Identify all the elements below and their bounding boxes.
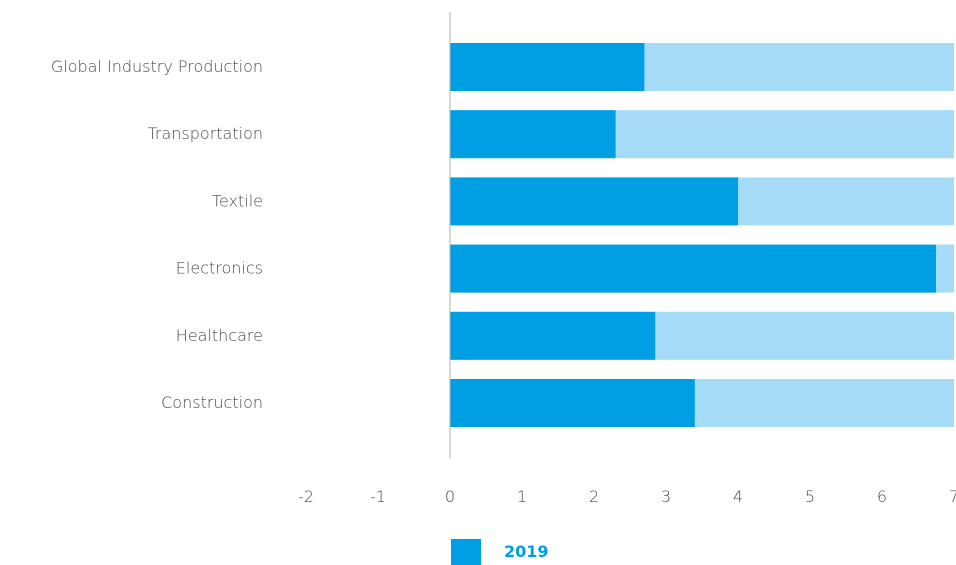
x-tick-label: -1: [370, 487, 386, 506]
bar[interactable]: [450, 177, 738, 226]
category-label: Transportation: [147, 124, 263, 143]
x-tick-labels: -2 -1 0 1 2 3 4 5 6 7: [298, 487, 956, 506]
legend-swatch: [451, 539, 481, 565]
x-tick-label: 2: [589, 487, 599, 506]
legend-label-2019[interactable]: 2019: [504, 542, 549, 561]
category-labels: Global Industry Production Transportation…: [51, 57, 263, 412]
category-label: Textile: [212, 191, 263, 210]
bar[interactable]: [450, 244, 936, 293]
bar[interactable]: [450, 110, 616, 159]
x-tick-label: -2: [298, 487, 314, 506]
x-tick-label: 5: [805, 487, 815, 506]
category-label: Construction: [161, 393, 263, 412]
x-tick-label: 0: [445, 487, 455, 506]
category-label: Electronics: [176, 259, 263, 278]
bar[interactable]: [450, 379, 695, 427]
x-tick-label: 7: [949, 487, 956, 506]
data-bars: [450, 43, 936, 427]
x-tick-label: 4: [733, 487, 743, 506]
x-tick-label: 1: [517, 487, 527, 506]
background-tracks: [450, 43, 954, 427]
category-label: Healthcare: [176, 326, 263, 345]
x-tick-label: 6: [877, 487, 887, 506]
x-tick-label: 3: [661, 487, 671, 506]
category-label: Global Industry Production: [51, 57, 263, 76]
legend[interactable]: 2019: [451, 539, 549, 565]
bar[interactable]: [450, 43, 645, 91]
bar[interactable]: [450, 311, 656, 360]
